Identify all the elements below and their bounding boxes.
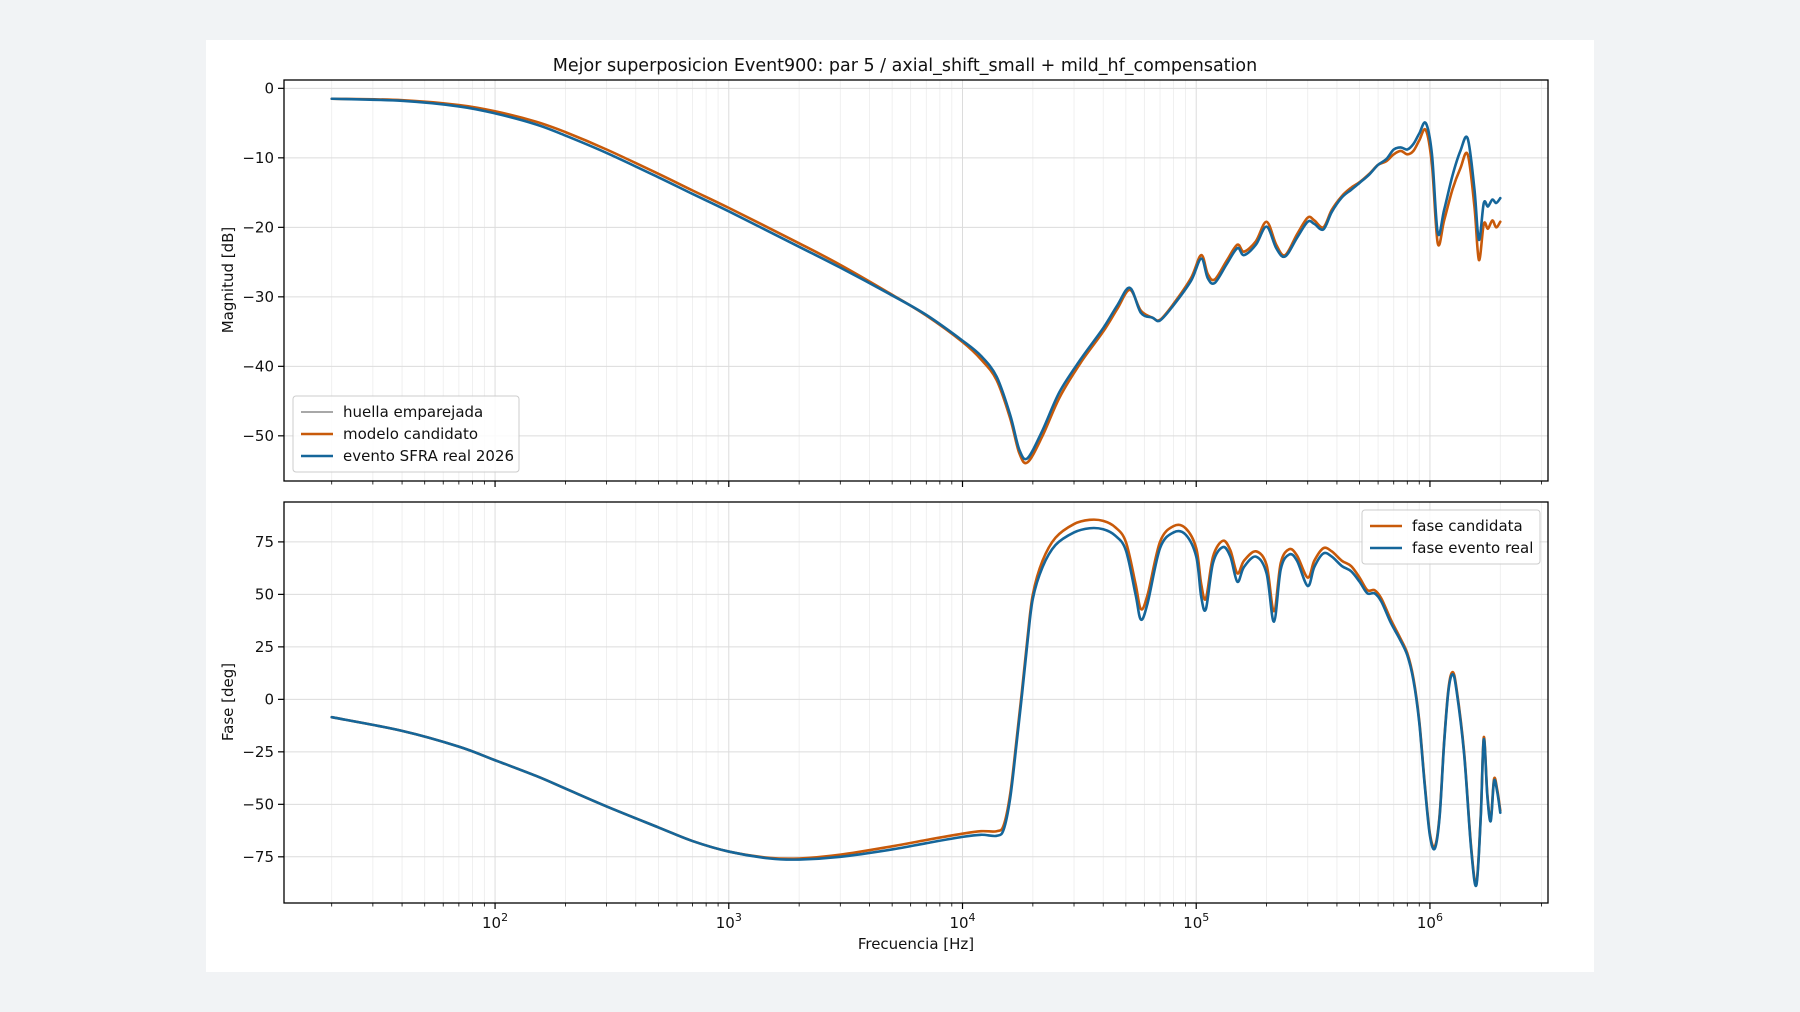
phase-legend: fase candidata fase evento real: [1361, 509, 1541, 565]
phase-legend-box: [1361, 509, 1541, 565]
phase-legend-label: fase candidata: [1412, 517, 1523, 535]
x-tick-label: 106: [1417, 911, 1443, 932]
magnitude-ticks: 0 −10 −20 −30 −40 −50: [242, 79, 1542, 487]
figure: Mejor superposicion Event900: par 5 / ax…: [206, 40, 1594, 972]
magnitude-series-group: [330, 97, 1502, 465]
phase-y-tick-label: 50: [255, 585, 274, 603]
x-tick-label: 105: [1183, 911, 1209, 932]
phase-ticks: 75 50 25 0 −25 −50 −75 102 103 104 105 106: [242, 533, 1542, 932]
magnitude-y-tick-label: 0: [264, 79, 274, 97]
phase-y-tick-label: −50: [242, 795, 274, 813]
phase-y-tick-label: 0: [264, 690, 274, 708]
magnitude-y-tick-label: −40: [242, 357, 274, 375]
magnitude-y-tick-label: −10: [242, 149, 274, 167]
phase-ylabel: Fase [deg]: [219, 663, 237, 741]
magnitude-ylabel: Magnitud [dB]: [219, 227, 237, 334]
magnitude-axes-frame: [283, 79, 1549, 482]
phase-panel: 75 50 25 0 −25 −50 −75 102 103 104 105 106 Fase [de…: [219, 501, 1549, 953]
phase-series-2: [330, 526, 1502, 888]
magnitude-y-tick-label: −30: [242, 288, 274, 306]
magnitude-legend-label: evento SFRA real 2026: [343, 447, 514, 465]
phase-series-1: [330, 518, 1502, 886]
chart-svg: Mejor superposicion Event900: par 5 / ax…: [219, 56, 1549, 953]
phase-axes-frame: [283, 501, 1549, 904]
phase-series-group: [330, 518, 1502, 888]
frequency-xlabel: Frecuencia [Hz]: [858, 935, 974, 953]
magnitude-y-tick-label: −20: [242, 218, 274, 236]
magnitude-series-3: [330, 97, 1502, 461]
phase-y-tick-label: 25: [255, 638, 274, 656]
phase-y-tick-label: −25: [242, 743, 274, 761]
magnitude-y-tick-label: −50: [242, 427, 274, 445]
chart-title: Mejor superposicion Event900: par 5 / ax…: [553, 56, 1257, 76]
magnitude-legend: huella emparejada modelo candidato evento …: [292, 395, 520, 473]
magnitude-panel: 0 −10 −20 −30 −40 −50 Magnitud [dB] huella em…: [219, 79, 1549, 487]
phase-legend-label: fase evento real: [1412, 539, 1533, 557]
magnitude-legend-label: huella emparejada: [343, 403, 483, 421]
phase-y-tick-label: 75: [255, 533, 274, 551]
x-tick-label: 104: [949, 911, 975, 932]
magnitude-grid: [284, 80, 1548, 481]
x-tick-label: 103: [716, 911, 742, 932]
magnitude-legend-box: [292, 395, 520, 473]
x-tick-label: 102: [482, 911, 508, 932]
magnitude-legend-label: modelo candidato: [343, 425, 478, 443]
phase-y-tick-label: −75: [242, 848, 274, 866]
